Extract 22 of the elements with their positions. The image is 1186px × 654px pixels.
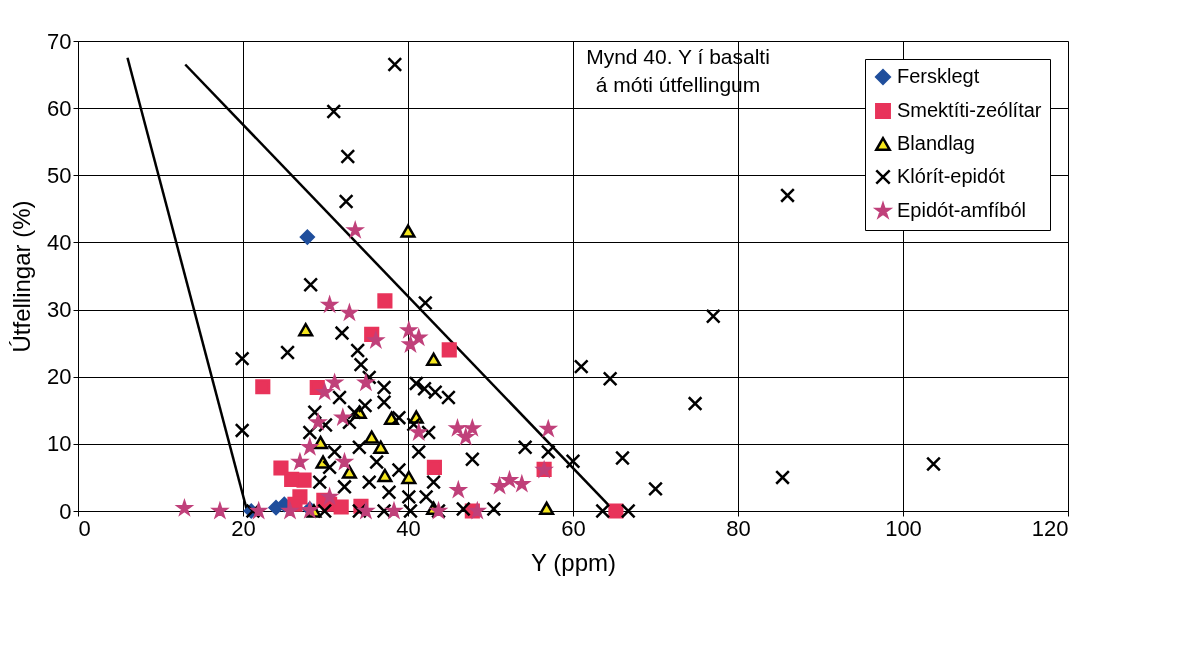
x-tick-label: 40: [396, 515, 421, 541]
legend-label: Fersklegt: [897, 65, 980, 87]
y-tick-label: 0: [59, 498, 72, 524]
x-tick-label: 60: [561, 515, 586, 541]
legend-label: Smektíti-zeólítar: [897, 99, 1042, 121]
legend-label: Epidót-amfíból: [897, 199, 1026, 221]
legend-label: Blandlag: [897, 132, 975, 154]
x-tick-label: 120: [1031, 515, 1069, 541]
x-tick-label: 20: [231, 515, 256, 541]
y-tick-label: 30: [47, 297, 72, 323]
y-tick-label: 70: [47, 28, 72, 54]
x-axis-title: Y (ppm): [531, 548, 616, 576]
legend-label: Klórít-epidót: [897, 165, 1006, 187]
y-axis-title: Útfellingar (%): [8, 200, 36, 353]
y-tick-label: 10: [47, 431, 72, 457]
y-tick-label: 60: [47, 95, 72, 121]
y-tick-label: 50: [47, 162, 72, 188]
x-tick-label: 0: [78, 515, 91, 541]
x-tick-label: 80: [726, 515, 751, 541]
x-tick-label: 100: [885, 515, 922, 541]
y-tick-label: 40: [47, 229, 72, 255]
y-tick-label: 20: [47, 364, 72, 390]
